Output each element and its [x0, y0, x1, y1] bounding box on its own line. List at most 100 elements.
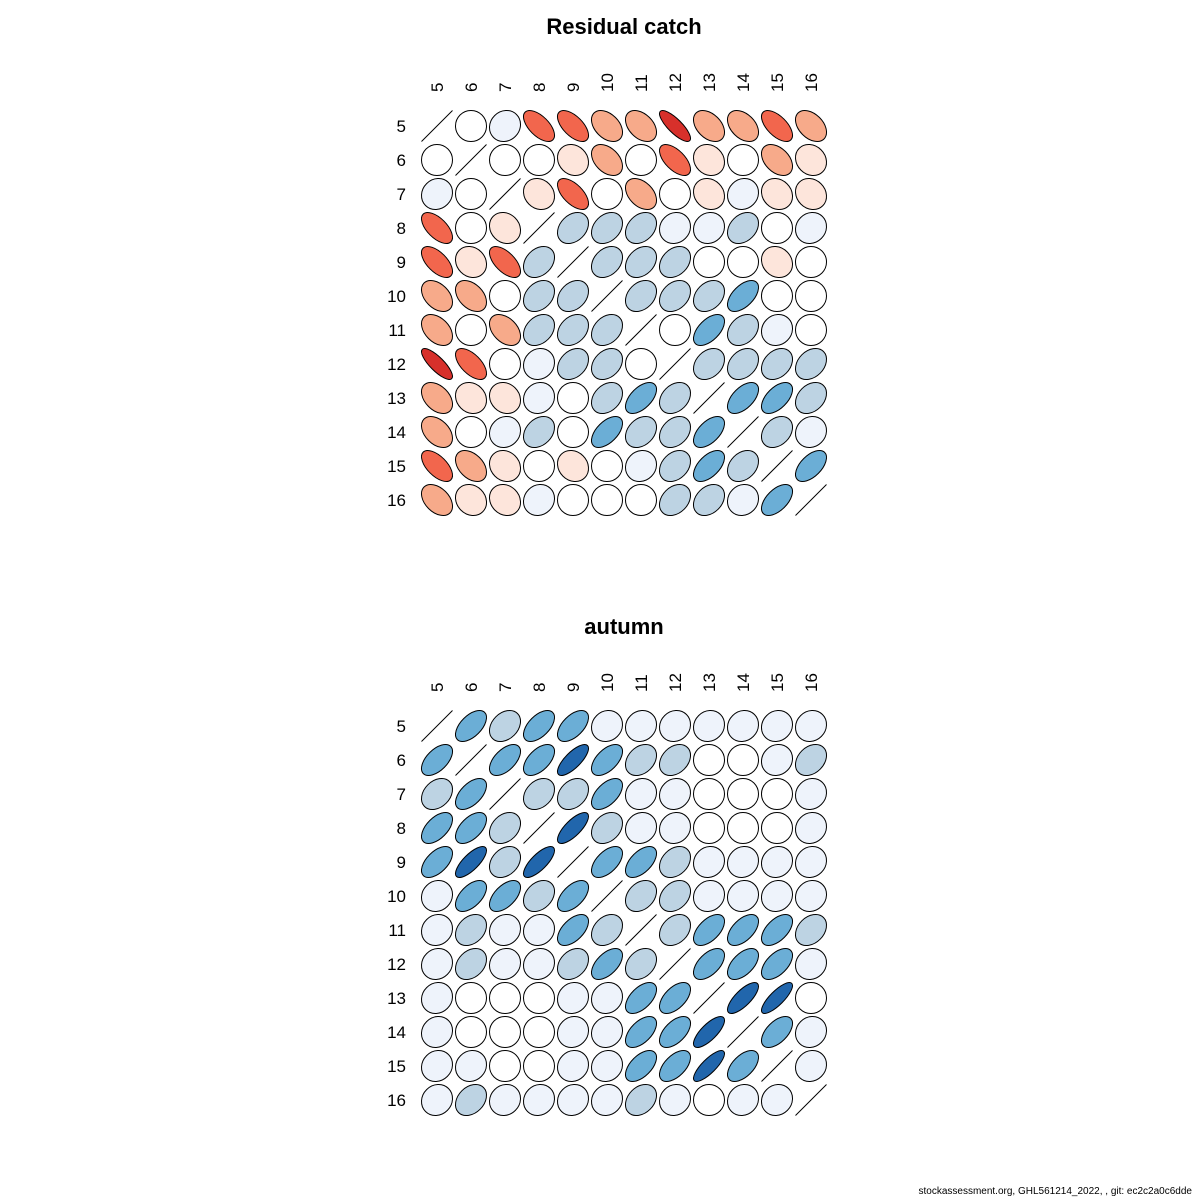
correlation-ellipse [658, 484, 691, 517]
correlation-ellipse [591, 914, 624, 947]
row-label: 12 [387, 955, 406, 974]
correlation-ellipse [760, 484, 793, 517]
correlation-ellipse [761, 1083, 794, 1116]
correlation-ellipse [455, 110, 487, 142]
correlation-ellipse [489, 144, 521, 176]
correlation-ellipse [591, 709, 624, 742]
diagonal-mark [455, 144, 487, 176]
row-label: 15 [387, 457, 406, 476]
correlation-ellipse [760, 416, 793, 449]
correlation-ellipse [795, 110, 828, 143]
correlation-ellipse [489, 246, 522, 279]
correlation-ellipse [489, 280, 521, 312]
correlation-ellipse [692, 948, 725, 981]
correlation-ellipse [727, 778, 759, 810]
correlation-ellipse [523, 913, 556, 946]
column-label: 12 [666, 73, 685, 92]
row-label: 7 [397, 785, 406, 804]
correlation-ellipse [624, 280, 657, 313]
correlation-ellipse [658, 982, 691, 1015]
correlation-ellipse [795, 246, 827, 278]
row-label: 11 [388, 921, 406, 940]
column-label: 7 [496, 83, 515, 92]
correlation-ellipse [522, 416, 555, 449]
correlation-ellipse [522, 109, 555, 142]
row-label: 7 [397, 185, 406, 204]
footer-credit: stockassessment.org, GHL561214_2022, , g… [918, 1186, 1192, 1197]
correlation-ellipse [556, 177, 589, 210]
correlation-ellipse [658, 280, 691, 313]
correlation-ellipse [590, 314, 623, 347]
diagonal-mark [421, 110, 453, 142]
correlation-ellipse [489, 743, 522, 776]
correlation-ellipse [591, 812, 624, 845]
diagonal-mark [659, 348, 691, 380]
correlation-ellipse [692, 280, 725, 313]
correlation-ellipse [658, 382, 691, 415]
correlation-ellipse [692, 450, 725, 483]
correlation-ellipse [624, 982, 657, 1015]
correlation-ellipse [522, 846, 555, 879]
correlation-ellipse [455, 914, 488, 947]
correlation-ellipse [794, 348, 827, 381]
correlation-ellipse [659, 110, 692, 143]
correlation-ellipse [455, 348, 488, 381]
diagonal-mark [591, 880, 623, 912]
correlation-ellipse [795, 744, 828, 777]
correlation-ellipse [659, 709, 692, 742]
correlation-ellipse [522, 280, 555, 313]
row-label: 9 [397, 253, 406, 272]
correlation-ellipse [794, 382, 827, 415]
correlation-ellipse [557, 1015, 590, 1048]
correlation-ellipse [489, 348, 521, 380]
correlation-ellipse [421, 1083, 454, 1116]
column-label: 12 [666, 673, 685, 692]
correlation-ellipse [421, 177, 454, 210]
row-label: 9 [397, 853, 406, 872]
correlation-ellipse [727, 812, 759, 844]
correlation-ellipse [727, 483, 760, 516]
row-label: 8 [397, 219, 406, 238]
diagonal-mark [523, 812, 555, 844]
correlation-ellipse [523, 880, 556, 913]
correlation-ellipse [523, 778, 556, 811]
row-label: 10 [387, 287, 406, 306]
correlation-ellipse [659, 211, 692, 244]
correlation-ellipse [726, 450, 759, 483]
correlation-ellipse [726, 280, 759, 313]
correlation-ellipse [421, 347, 454, 380]
column-label: 8 [530, 83, 549, 92]
correlation-ellipse [659, 178, 691, 210]
correlation-ellipse [489, 812, 522, 845]
correlation-ellipse [625, 811, 658, 844]
column-label: 5 [428, 683, 447, 692]
correlation-ellipse [693, 1050, 726, 1083]
correlation-ellipse [556, 880, 589, 913]
column-label: 8 [530, 683, 549, 692]
correlation-ellipse [727, 744, 759, 776]
column-label: 15 [768, 73, 787, 92]
row-label: 15 [387, 1057, 406, 1076]
correlation-ellipse [557, 484, 589, 516]
correlation-ellipse [489, 109, 522, 142]
column-label: 6 [462, 83, 481, 92]
row-label: 13 [387, 989, 406, 1008]
correlation-ellipse [659, 314, 691, 346]
correlation-ellipse [692, 314, 725, 347]
correlation-ellipse [590, 744, 623, 777]
diagonal-mark [625, 914, 657, 946]
correlation-ellipse [693, 211, 726, 244]
correlation-ellipse [795, 947, 828, 980]
correlation-ellipse [795, 879, 828, 912]
column-label: 14 [734, 673, 753, 692]
correlation-ellipse [625, 709, 658, 742]
correlation-ellipse [624, 246, 657, 279]
correlation-ellipse [489, 1083, 522, 1116]
correlation-ellipse [591, 178, 623, 210]
column-label: 6 [462, 683, 481, 692]
correlation-ellipse [523, 1050, 555, 1082]
correlation-ellipse [761, 212, 793, 244]
correlation-ellipse [625, 744, 658, 777]
column-label: 11 [632, 674, 651, 692]
correlation-ellipse [421, 415, 454, 448]
